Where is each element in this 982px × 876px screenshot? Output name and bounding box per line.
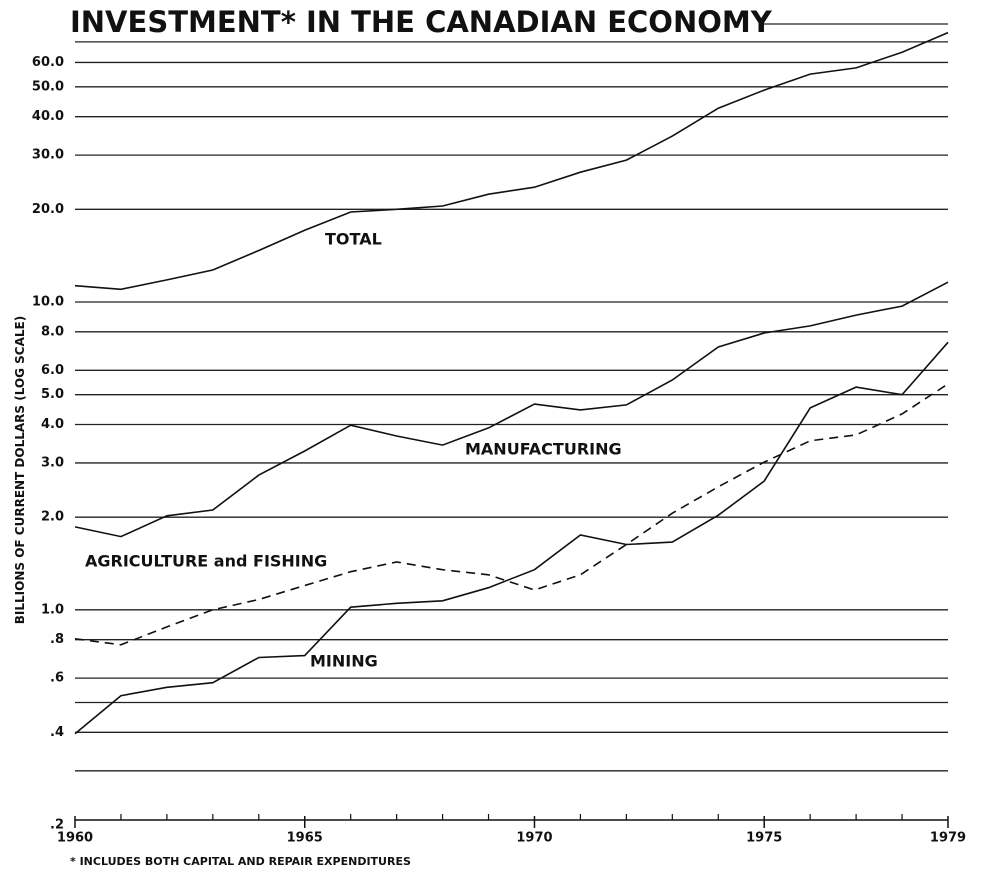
series-label: AGRICULTURE and FISHING <box>85 552 327 571</box>
y-tick-label: .2 <box>50 818 64 833</box>
y-tick-label: 5.0 <box>41 387 64 402</box>
y-tick-label: 60.0 <box>32 55 64 70</box>
y-tick-label: 3.0 <box>41 455 64 470</box>
chart-title: INVESTMENT* IN THE CANADIAN ECONOMY <box>70 5 773 39</box>
y-tick-label: 2.0 <box>41 510 64 525</box>
grid <box>75 23 948 772</box>
y-tick-label: 10.0 <box>32 295 64 310</box>
x-tick-label: 1960 <box>57 831 93 846</box>
y-tick-label: .4 <box>50 725 64 740</box>
series-label: MANUFACTURING <box>465 440 622 459</box>
y-tick-label: .8 <box>50 632 64 647</box>
y-axis-label: BILLIONS OF CURRENT DOLLARS (LOG SCALE) <box>13 316 27 624</box>
series-line <box>74 341 949 735</box>
series-line <box>74 383 949 646</box>
series-label: MINING <box>310 652 378 671</box>
y-tick-label: 40.0 <box>32 109 64 124</box>
series-label: TOTAL <box>325 230 382 249</box>
y-tick-label: 1.0 <box>41 602 64 617</box>
y-tick-label: 6.0 <box>41 363 64 378</box>
y-tick-label: .6 <box>50 671 64 686</box>
x-tick-label: 1979 <box>930 831 966 846</box>
y-tick-label: 30.0 <box>32 148 64 163</box>
x-tick-label: 1975 <box>746 831 782 846</box>
series-line <box>74 281 949 538</box>
title-backdrop <box>60 0 760 40</box>
x-tick-label: 1970 <box>516 831 552 846</box>
series-line <box>74 31 949 291</box>
x-tick-label: 1965 <box>287 831 323 846</box>
footnote: * INCLUDES BOTH CAPITAL AND REPAIR EXPEN… <box>70 855 411 868</box>
y-tick-label: 8.0 <box>41 324 64 339</box>
y-tick-label: 50.0 <box>32 79 64 94</box>
y-tick-label: 20.0 <box>32 202 64 217</box>
y-tick-label: 4.0 <box>41 417 64 432</box>
